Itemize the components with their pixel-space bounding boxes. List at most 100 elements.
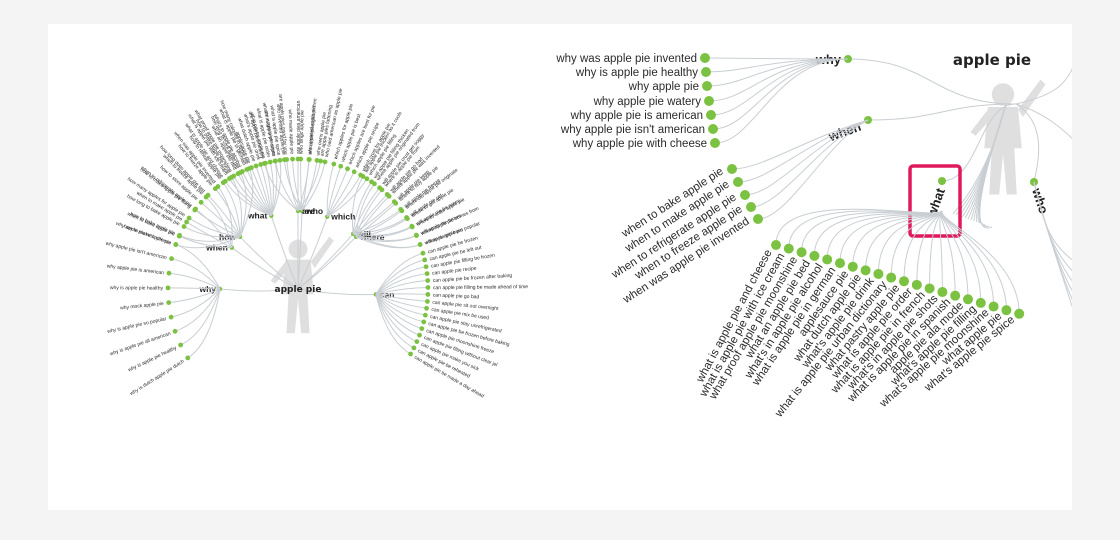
leaf-dot[interactable] xyxy=(246,166,252,171)
leaf-label[interactable]: who sings apple pie xyxy=(299,110,306,154)
leaf-label[interactable]: are apple pies good for you xyxy=(277,94,288,155)
leaf-dot[interactable] xyxy=(237,170,243,175)
leaf-dot[interactable] xyxy=(186,215,192,221)
when-leaf-dot[interactable] xyxy=(753,214,763,224)
leaf-dot[interactable] xyxy=(166,270,172,276)
leaf-dot[interactable] xyxy=(253,163,259,169)
leaf-dot[interactable] xyxy=(306,157,312,162)
leaf-dot[interactable] xyxy=(338,163,344,169)
branch-hub-label[interactable]: are xyxy=(302,206,315,216)
leaf-dot[interactable] xyxy=(166,300,172,305)
leaf-label[interactable]: can apple pie be frozen after baking xyxy=(433,273,513,284)
what-leaf-dot[interactable] xyxy=(847,261,858,272)
why-leaf-label[interactable]: why apple pie is american xyxy=(570,110,703,122)
why-leaf-dot[interactable] xyxy=(702,81,712,91)
what-leaf-dot[interactable] xyxy=(899,276,909,287)
who-hub-label[interactable]: who xyxy=(1029,185,1052,215)
leaf-dot[interactable] xyxy=(261,161,267,166)
leaf-label[interactable]: can apple pie recipe xyxy=(432,266,477,277)
leaf-label[interactable]: are apple pies american xyxy=(296,100,302,154)
leaf-dot[interactable] xyxy=(284,157,290,162)
leaf-label[interactable]: are apple pies gluten free xyxy=(308,98,319,155)
leaf-dot[interactable] xyxy=(172,328,178,334)
why-leaf-label[interactable]: why apple pie isn't american xyxy=(560,124,705,136)
what-leaf-dot[interactable] xyxy=(911,279,922,290)
branch-hub-label[interactable]: where xyxy=(359,232,385,242)
what-leaf-dot[interactable] xyxy=(771,240,781,250)
leaf-dot[interactable] xyxy=(424,305,429,311)
leaf-label[interactable]: who made apple pie xyxy=(287,109,295,154)
leaf-dot[interactable] xyxy=(425,298,430,304)
leaf-dot[interactable] xyxy=(318,158,323,164)
branch-hub-label[interactable]: which xyxy=(330,212,355,222)
leaf-dot[interactable] xyxy=(165,285,171,291)
leaf-dot[interactable] xyxy=(181,224,187,229)
why-leaf-label[interactable]: why was apple pie invented xyxy=(555,53,697,65)
leaf-dot[interactable] xyxy=(351,169,357,175)
leaf-dot[interactable] xyxy=(177,232,182,238)
leaf-dot[interactable] xyxy=(411,345,417,351)
leaf-dot[interactable] xyxy=(384,192,390,197)
leaf-dot[interactable] xyxy=(364,176,370,182)
what-leaf-dot[interactable] xyxy=(924,283,935,294)
leaf-dot[interactable] xyxy=(420,250,426,256)
what-hub-dot[interactable] xyxy=(938,177,946,185)
leaf-label[interactable]: can apple pie be made a day ahead xyxy=(413,355,485,400)
why-leaf-dot[interactable] xyxy=(700,53,710,63)
leaf-dot[interactable] xyxy=(422,312,428,318)
leaf-dot[interactable] xyxy=(419,326,425,331)
why-leaf-dot[interactable] xyxy=(706,110,716,120)
leaf-dot[interactable] xyxy=(258,162,264,167)
what-leaf-dot[interactable] xyxy=(886,272,897,283)
leaf-dot[interactable] xyxy=(417,332,422,338)
why-leaf-label[interactable]: why apple pie watery xyxy=(593,96,702,108)
what-leaf-dot[interactable] xyxy=(1001,305,1012,316)
highlight-box[interactable] xyxy=(908,164,962,238)
leaf-label[interactable]: who created apple pie xyxy=(307,105,317,154)
leaf-dot[interactable] xyxy=(408,351,413,357)
leaf-dot[interactable] xyxy=(331,161,337,167)
leaf-label[interactable]: why is apple pie healthy xyxy=(110,285,164,291)
leaf-dot[interactable] xyxy=(417,242,423,247)
leaf-dot[interactable] xyxy=(423,264,429,270)
why-leaf-dot[interactable] xyxy=(710,138,720,148)
what-leaf-dot[interactable] xyxy=(950,290,961,301)
leaf-dot[interactable] xyxy=(425,285,431,290)
leaf-dot[interactable] xyxy=(425,292,431,297)
leaf-dot[interactable] xyxy=(314,157,320,163)
leaf-dot[interactable] xyxy=(168,314,174,320)
leaf-dot[interactable] xyxy=(404,215,410,220)
leaf-dot[interactable] xyxy=(409,223,415,229)
leaf-label[interactable]: can apple pie filling be made ahead of t… xyxy=(433,284,528,291)
zoom-root-label[interactable]: apple pie xyxy=(953,51,1031,69)
leaf-label[interactable]: why apple pie isn't american xyxy=(105,241,168,262)
what-leaf-dot[interactable] xyxy=(783,243,794,254)
leaf-label[interactable]: who invented apple pie xyxy=(275,104,286,156)
leaf-dot[interactable] xyxy=(169,256,174,262)
leaf-dot[interactable] xyxy=(360,174,366,179)
leaf-dot[interactable] xyxy=(212,186,218,192)
what-leaf-dot[interactable] xyxy=(963,294,973,305)
what-leaf-dot[interactable] xyxy=(809,250,820,261)
leaf-dot[interactable] xyxy=(345,166,350,172)
leaf-dot[interactable] xyxy=(290,156,295,162)
leaf-label[interactable]: can apple pie go bad xyxy=(433,292,480,300)
leaf-label[interactable]: why mock apple pie xyxy=(120,301,165,312)
leaf-dot[interactable] xyxy=(422,257,428,263)
leaf-dot[interactable] xyxy=(220,180,226,186)
leaf-dot[interactable] xyxy=(295,156,301,162)
leaf-dot[interactable] xyxy=(198,199,204,205)
when-leaf-dot[interactable] xyxy=(733,177,743,187)
what-leaf-dot[interactable] xyxy=(860,265,871,276)
what-leaf-dot[interactable] xyxy=(1014,308,1025,319)
leaf-dot[interactable] xyxy=(424,271,430,277)
what-leaf-dot[interactable] xyxy=(835,258,845,269)
what-leaf-dot[interactable] xyxy=(873,268,884,279)
leaf-dot[interactable] xyxy=(413,232,419,238)
branch-hub-label[interactable]: what xyxy=(247,211,268,221)
what-leaf-dot[interactable] xyxy=(937,287,948,298)
leaf-dot[interactable] xyxy=(425,278,431,283)
what-leaf-dot[interactable] xyxy=(975,297,986,308)
leaf-dot[interactable] xyxy=(192,207,198,213)
why-leaf-label[interactable]: why apple pie xyxy=(628,81,699,93)
